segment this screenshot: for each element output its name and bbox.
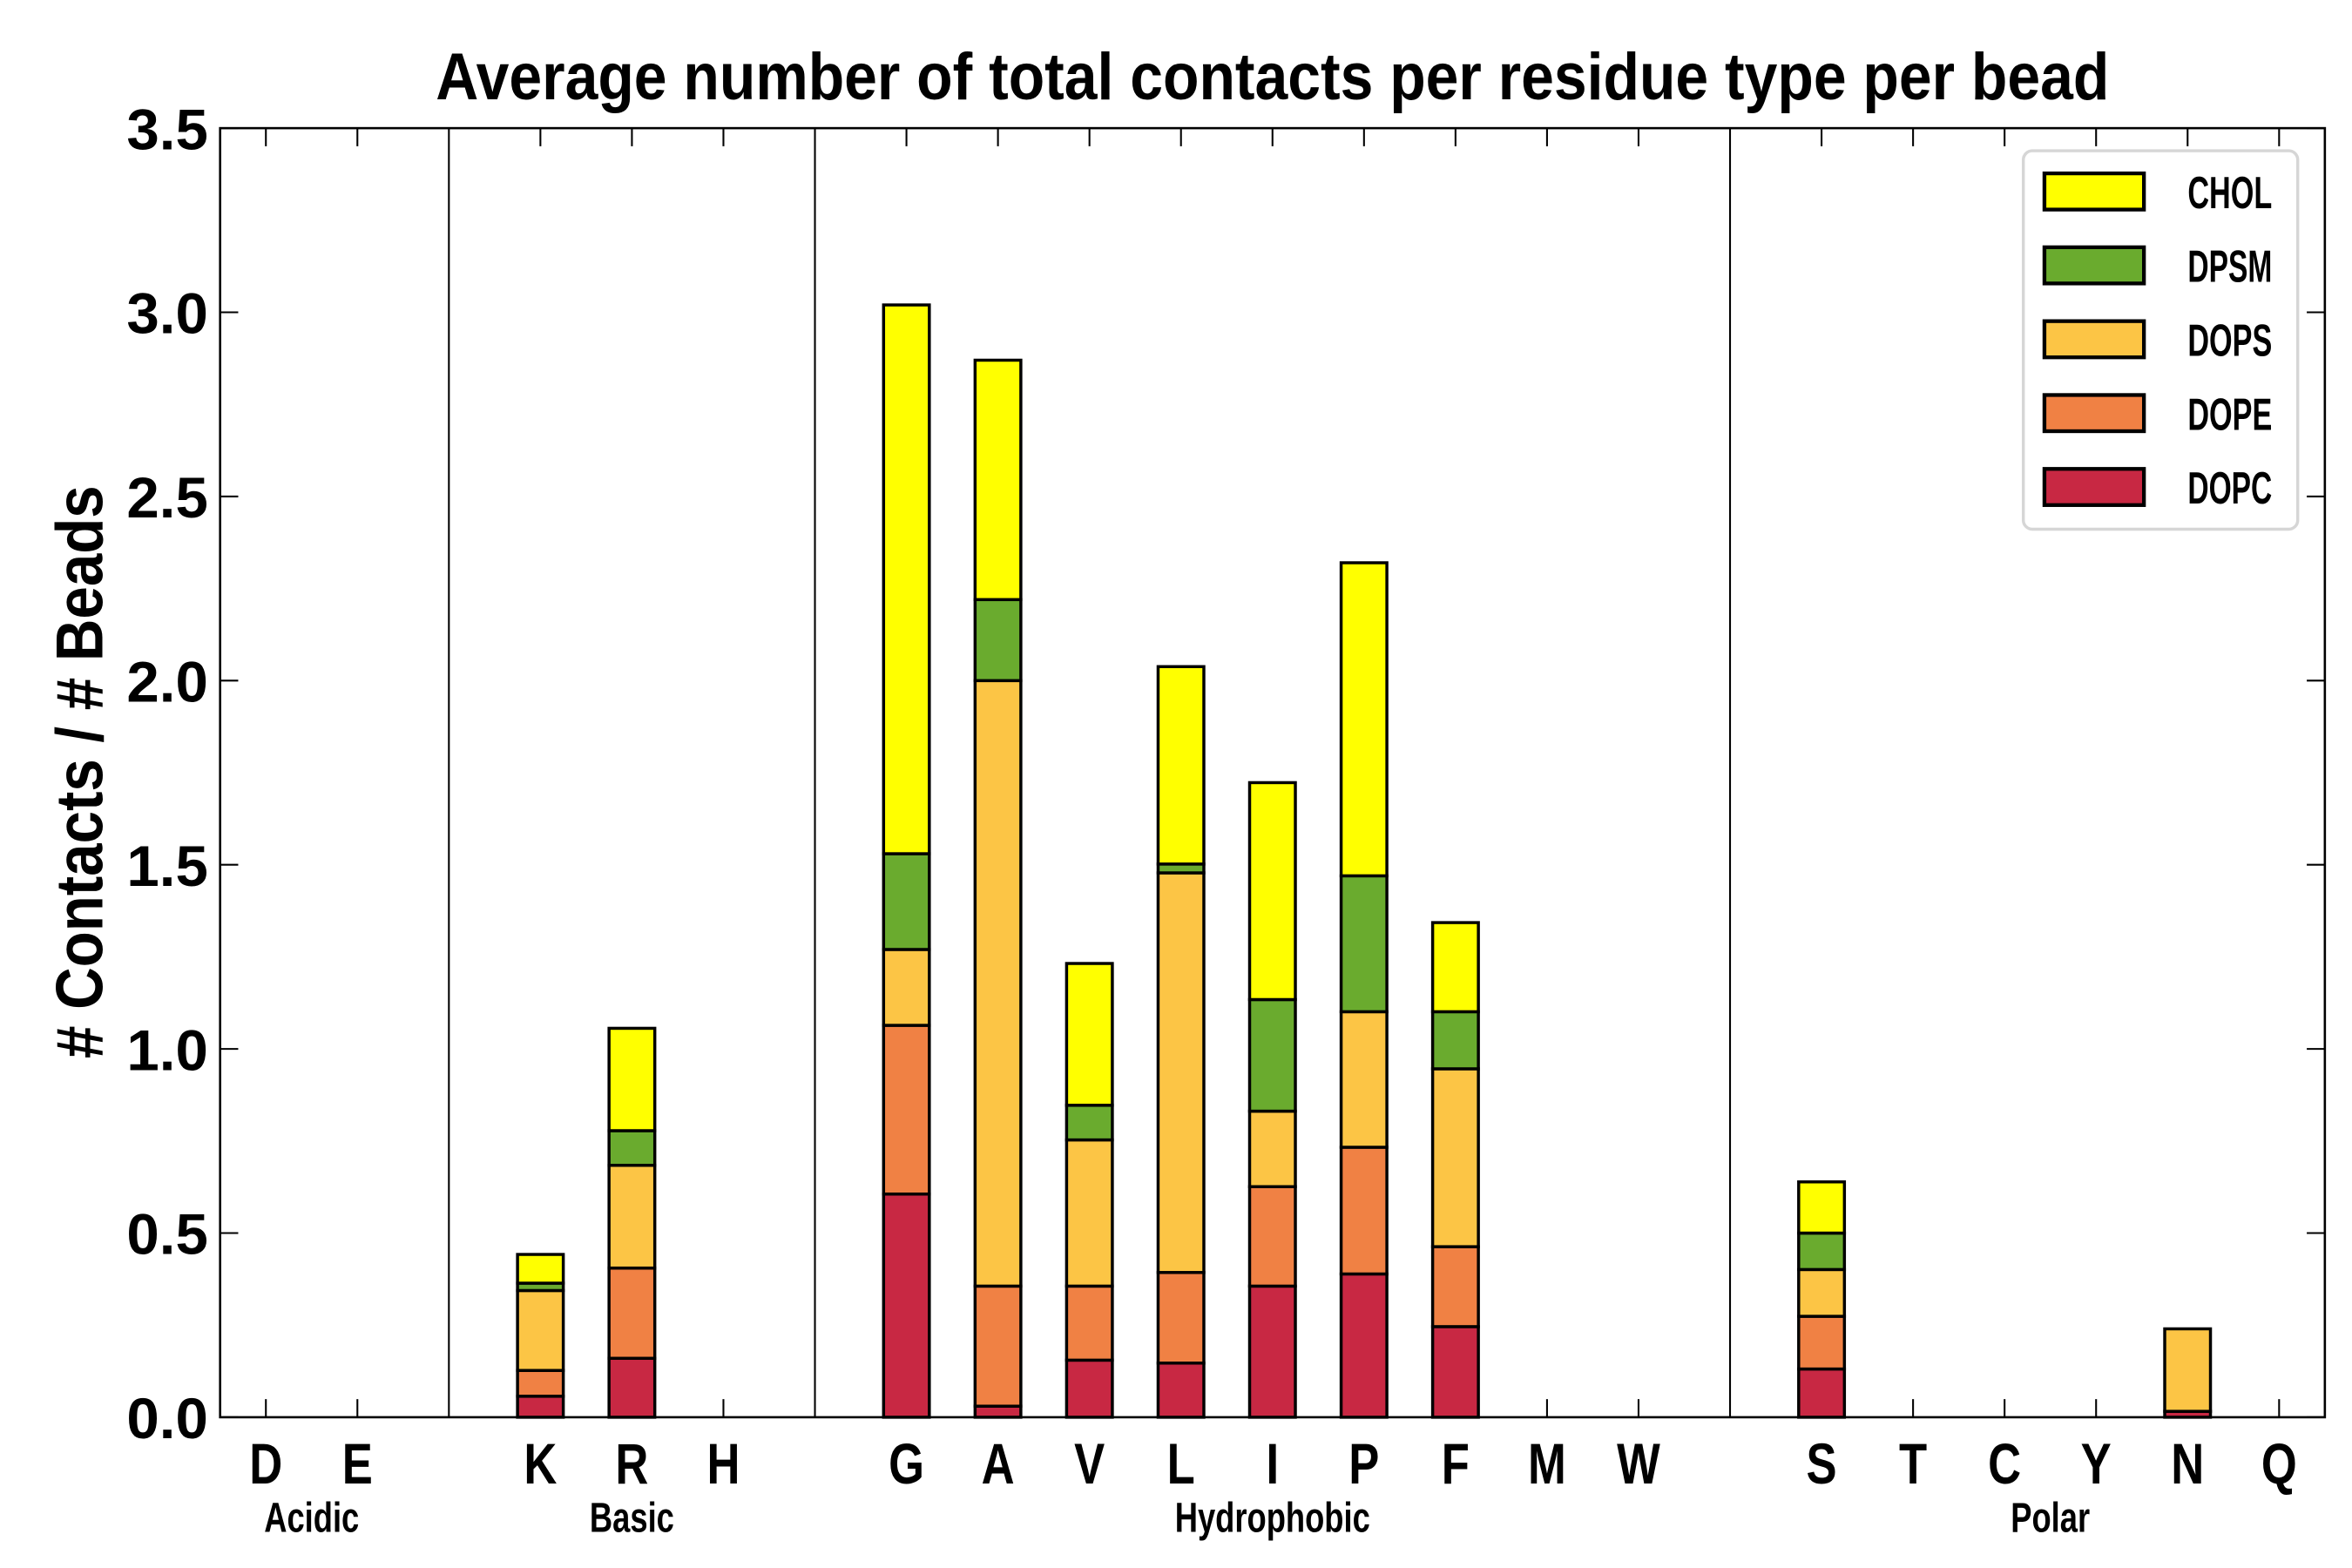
legend-label-chol: CHOL <box>2187 168 2272 219</box>
bar-segment-dope <box>973 1284 1023 1408</box>
x-tick-label: E <box>342 1431 373 1496</box>
x-tick-label: G <box>889 1431 924 1496</box>
bar-segment-dpsm <box>1064 1104 1114 1142</box>
x-tick-label: F <box>1442 1431 1470 1496</box>
bar-segment-dope <box>1797 1315 1847 1371</box>
bar-segment-chol <box>973 358 1023 602</box>
bar-segment-dops <box>973 679 1023 1288</box>
bar-segment-dopc <box>607 1356 657 1419</box>
bar-segment-dopc <box>1064 1358 1114 1419</box>
y-tick-label: 2.0 <box>126 650 207 714</box>
y-tick-label: 2.5 <box>126 465 207 530</box>
bar-segment-chol <box>1247 781 1297 1002</box>
bar-segment-dopc <box>1430 1325 1480 1419</box>
bar-segment-chol <box>1339 561 1389 878</box>
x-tick-label: H <box>706 1431 740 1496</box>
legend: CHOL DPSM DOPS DOPE DOPC <box>2021 149 2300 531</box>
legend-swatch-dope <box>2042 393 2146 434</box>
bar-segment-dops <box>1064 1138 1114 1288</box>
bar-segment-dopc <box>1247 1284 1297 1419</box>
x-tick-label: I <box>1266 1431 1279 1496</box>
legend-swatch-dopc <box>2042 467 2146 507</box>
y-tick-label: 0.5 <box>126 1202 207 1267</box>
bar-segment-dops <box>1430 1067 1480 1248</box>
x-tick-label: A <box>982 1431 1015 1496</box>
x-tick-label: D <box>249 1431 282 1496</box>
x-tick-label: K <box>524 1431 557 1496</box>
bar-segment-dope <box>1247 1185 1297 1288</box>
bar-segment-dops <box>1797 1267 1847 1318</box>
bar-segment-chol <box>516 1253 565 1285</box>
x-tick-label: R <box>615 1431 648 1496</box>
plot-frame <box>219 126 2327 1419</box>
bar-segment-chol <box>607 1026 657 1132</box>
x-tick-label: L <box>1167 1431 1195 1496</box>
bar-segment-dpsm <box>1247 997 1297 1113</box>
bar-segment-dopc <box>1156 1362 1206 1419</box>
group-label: Hydrophobic <box>1175 1494 1370 1541</box>
group-label: Acidic <box>264 1494 359 1541</box>
bar-segment-dpsm <box>882 852 931 951</box>
x-tick-label: P <box>1348 1431 1379 1496</box>
y-tick-label: 1.5 <box>126 834 207 898</box>
bar-segment-dops <box>1156 871 1206 1274</box>
x-tick-label: V <box>1074 1431 1105 1496</box>
bar-segment-dope <box>882 1024 931 1196</box>
y-tick-label: 0.0 <box>126 1386 207 1450</box>
x-tick-label: S <box>1807 1431 1837 1496</box>
bar-segment-dope <box>1339 1146 1389 1276</box>
group-label: Polar <box>2011 1494 2090 1541</box>
bar-segment-dpsm <box>1430 1010 1480 1071</box>
bar-segment-dopc <box>1797 1367 1847 1419</box>
bar-segment-chol <box>1797 1180 1847 1235</box>
y-tick-label: 3.0 <box>126 281 207 346</box>
legend-swatch-dops <box>2042 319 2146 360</box>
bar-segment-dopc <box>1339 1272 1389 1419</box>
legend-label-dops: DOPS <box>2187 315 2272 366</box>
bar-segment-dops <box>882 948 931 1027</box>
x-tick-label: Y <box>2081 1431 2112 1496</box>
bar-segment-dops <box>1247 1109 1297 1188</box>
bar-segment-chol <box>882 303 931 855</box>
legend-swatch-chol <box>2042 171 2146 212</box>
bar-segment-dopc <box>516 1395 565 1419</box>
bar-segment-dope <box>1064 1284 1114 1362</box>
y-tick-label: 1.0 <box>126 1017 207 1082</box>
bar-segment-chol <box>1064 962 1114 1107</box>
bar-segment-dops <box>516 1288 565 1372</box>
bar-segment-dops <box>607 1163 657 1270</box>
y-axis-label: # Contacts / # Beads <box>44 485 118 1058</box>
bar-segment-dopc <box>973 1404 1023 1419</box>
x-tick-label: T <box>1899 1431 1927 1496</box>
group-label: Basic <box>590 1494 674 1541</box>
x-tick-label: C <box>1988 1431 2021 1496</box>
bar-segment-dpsm <box>1797 1231 1847 1272</box>
bar-segment-dope <box>1430 1245 1480 1328</box>
y-tick-label: 3.5 <box>126 97 207 161</box>
x-tick-label: W <box>1617 1431 1660 1496</box>
bar-segment-dope <box>516 1369 565 1398</box>
bar-segment-dope <box>1156 1271 1206 1365</box>
legend-label-dopc: DOPC <box>2187 463 2272 514</box>
x-tick-label: N <box>2171 1431 2204 1496</box>
x-tick-label: Q <box>2261 1431 2297 1496</box>
bar-segment-dope <box>607 1266 657 1361</box>
bar-segment-dopc <box>882 1192 931 1419</box>
bar-segment-dops <box>1339 1010 1389 1149</box>
bar-segment-chol <box>1430 921 1480 1014</box>
bar-segment-dops <box>2163 1327 2213 1413</box>
bar-segment-chol <box>1156 665 1206 866</box>
legend-box <box>2021 149 2300 531</box>
bar-segment-dpsm <box>607 1129 657 1167</box>
bar-segment-dpsm <box>973 598 1023 683</box>
legend-label-dope: DOPE <box>2187 389 2272 440</box>
chart-title: Average number of total contacts per res… <box>436 40 2109 114</box>
bar-segment-dpsm <box>1339 874 1389 1014</box>
legend-swatch-dpsm <box>2042 245 2146 286</box>
x-tick-label: M <box>1528 1431 1566 1496</box>
legend-label-dpsm: DPSM <box>2187 242 2272 293</box>
